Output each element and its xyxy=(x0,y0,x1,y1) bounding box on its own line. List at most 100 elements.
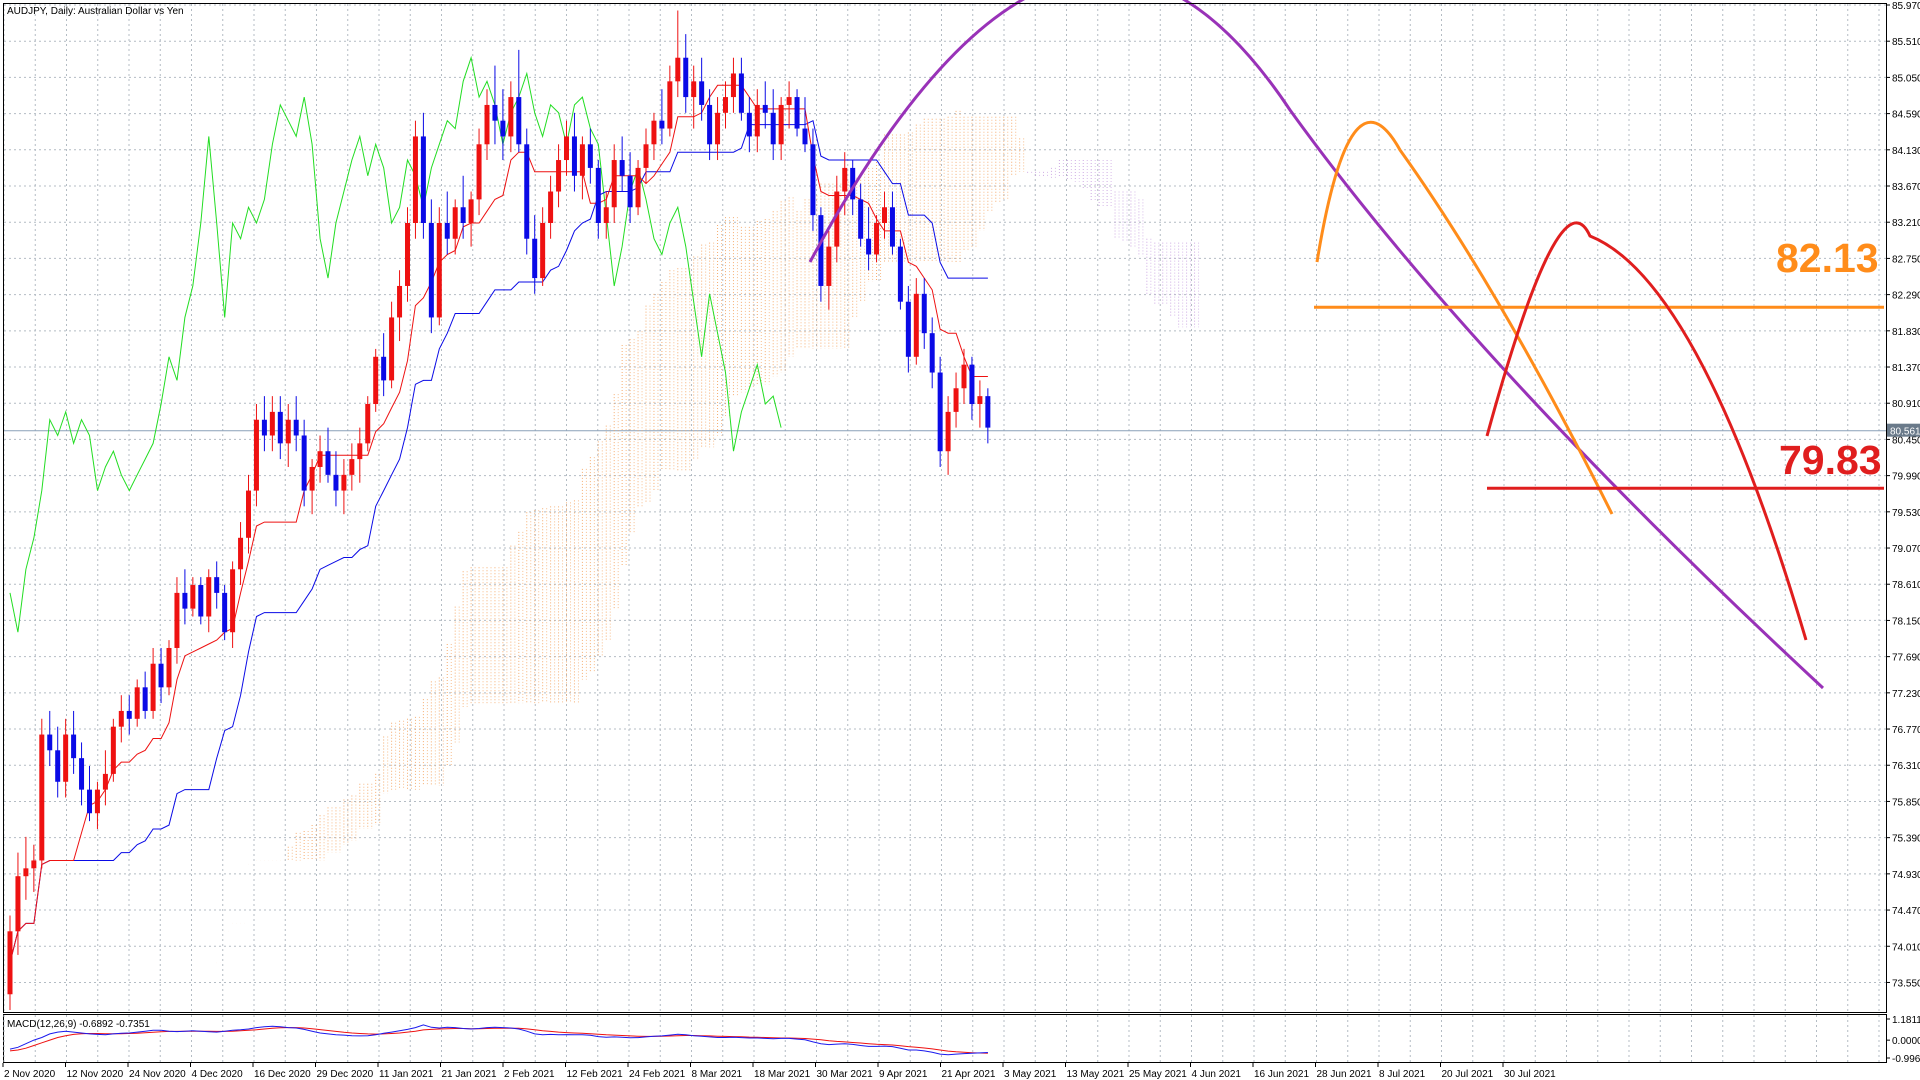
drawing-annotations xyxy=(808,0,1884,690)
candle-body xyxy=(102,773,108,790)
candle-body xyxy=(381,356,387,381)
candle-body xyxy=(882,207,887,223)
candle-body xyxy=(357,443,363,460)
candle-body xyxy=(468,199,474,223)
date-tick-label: 3 May 2021 xyxy=(1004,1069,1057,1080)
candle-body xyxy=(484,104,490,145)
price-tick-label: 77.230 xyxy=(1892,689,1920,700)
date-tick-label: 16 Jun 2021 xyxy=(1254,1069,1309,1080)
candle-body xyxy=(428,222,434,318)
price-tick-label: 79.990 xyxy=(1892,472,1920,483)
candle-body xyxy=(921,293,927,334)
candle-body xyxy=(341,474,347,491)
candle-body xyxy=(39,734,45,861)
price-tick-label: 85.510 xyxy=(1892,37,1920,48)
price-tick-label: 82.750 xyxy=(1892,254,1920,265)
candle-body xyxy=(627,175,633,208)
candle-body xyxy=(786,97,792,105)
candle-body xyxy=(126,710,132,719)
price-tick-label: 76.770 xyxy=(1892,725,1920,736)
macd-tick-label: -0.9969 xyxy=(1892,1054,1920,1065)
candle-body xyxy=(905,301,911,357)
candle-body xyxy=(667,81,673,129)
candle-body xyxy=(198,585,204,617)
red-projection-curve xyxy=(1485,221,1808,641)
candle-body xyxy=(325,451,331,475)
candle-body xyxy=(611,160,617,208)
price-tick-label: 85.970 xyxy=(1892,1,1920,12)
candle-body xyxy=(31,860,37,869)
candle-body xyxy=(874,222,880,255)
tenkan-sen-line xyxy=(9,84,988,963)
chikou-span-line xyxy=(9,55,782,633)
candle-body xyxy=(436,222,442,318)
candle-body xyxy=(889,207,895,247)
kijun-sen-line xyxy=(9,119,988,963)
date-tick-label: 8 Jul 2021 xyxy=(1379,1069,1426,1080)
candle-body xyxy=(595,167,601,223)
ichimoku-lines xyxy=(9,55,988,963)
candle-body xyxy=(897,246,903,302)
price-tick-label: 78.610 xyxy=(1892,580,1920,591)
candle-body xyxy=(317,451,323,467)
price-tick-label: 76.310 xyxy=(1892,761,1920,772)
candle-body xyxy=(556,160,562,192)
chart-grid xyxy=(3,4,1886,1012)
date-tick-label: 13 May 2021 xyxy=(1067,1069,1125,1080)
candle-body xyxy=(834,191,840,247)
date-tick-label: 12 Feb 2021 xyxy=(567,1069,624,1080)
candle-body xyxy=(63,734,69,782)
level-label-upper: 82.13 xyxy=(1776,235,1879,281)
candle-body xyxy=(977,396,983,405)
candle-body xyxy=(564,136,569,161)
candle-body xyxy=(190,585,196,609)
date-tick-label: 24 Feb 2021 xyxy=(629,1069,686,1080)
date-tick-label: 2 Nov 2020 xyxy=(4,1069,56,1080)
price-tick-label: 79.070 xyxy=(1892,544,1920,555)
candle-body xyxy=(309,466,315,491)
price-tick-label: 79.530 xyxy=(1892,508,1920,519)
candle-body xyxy=(715,112,721,145)
candle-body xyxy=(134,687,140,719)
candle-body xyxy=(389,317,395,381)
candle-body xyxy=(420,136,426,223)
candle-body xyxy=(540,222,546,279)
chart-title: AUDJPY, Daily: Australian Dollar vs Yen xyxy=(7,6,184,17)
candle-body xyxy=(738,73,744,113)
candle-body xyxy=(579,144,585,176)
candle-body xyxy=(508,97,514,137)
candle-body xyxy=(492,104,498,121)
candle-body xyxy=(691,81,697,98)
candle-body xyxy=(770,112,776,145)
candle-body xyxy=(985,396,991,428)
candle-body xyxy=(293,419,299,436)
macd-main-line xyxy=(9,1024,988,1056)
candle-body xyxy=(142,687,148,711)
price-tick-label: 80.910 xyxy=(1892,399,1920,410)
candle-body xyxy=(182,592,188,609)
macd-tick-label: 0.0000 xyxy=(1892,1036,1920,1047)
candle-body xyxy=(532,238,538,279)
candle-body xyxy=(373,356,379,405)
candle-body xyxy=(802,128,808,145)
candle-body xyxy=(301,435,307,491)
candle-body xyxy=(500,120,506,137)
candle-body xyxy=(707,104,713,145)
candle-body xyxy=(818,215,824,286)
candle-body xyxy=(603,207,609,223)
price-tick-label: 74.470 xyxy=(1892,906,1920,917)
date-tick-label: 28 Jun 2021 xyxy=(1317,1069,1372,1080)
ichimoku-cloud xyxy=(287,110,1200,861)
candle-body xyxy=(587,144,593,168)
candle-body xyxy=(476,144,482,200)
candle-body xyxy=(659,120,665,129)
candle-body xyxy=(929,333,935,373)
candle-body xyxy=(778,104,784,145)
date-tick-label: 30 Mar 2021 xyxy=(817,1069,874,1080)
candle-body xyxy=(397,285,403,318)
candle-body xyxy=(55,750,61,782)
date-tick-label: 11 Jan 2021 xyxy=(379,1069,434,1080)
date-tick-label: 21 Apr 2021 xyxy=(942,1069,996,1080)
candle-body xyxy=(230,569,236,633)
